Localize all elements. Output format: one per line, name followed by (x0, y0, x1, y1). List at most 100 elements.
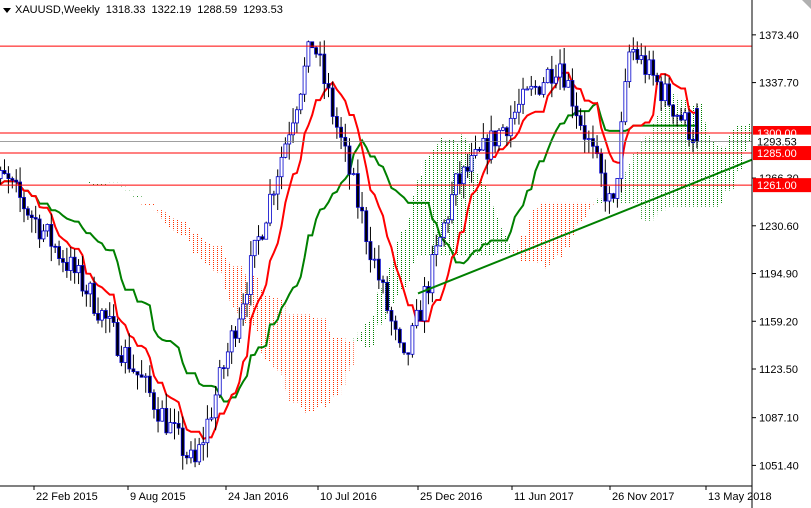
cloud-segment (502, 235, 507, 254)
cloud-segment (440, 138, 445, 256)
candle-body (164, 407, 169, 434)
cloud-segment (153, 210, 159, 213)
price-tick-label: 1087.10 (759, 413, 799, 425)
cloud-segment (199, 237, 204, 260)
cloud-segment (645, 136, 650, 221)
candle-body (501, 127, 505, 131)
cloud-segment (395, 241, 400, 296)
candle-body (381, 279, 385, 283)
candle-body (655, 74, 660, 83)
candle-body (221, 367, 226, 370)
cloud-segment (391, 252, 396, 304)
price-tick-label: 1159.20 (759, 316, 798, 328)
candle-body (541, 82, 546, 95)
cloud-segment (262, 295, 267, 360)
candle-body (326, 83, 331, 89)
cloud-segment (133, 195, 138, 197)
cloud-segment (744, 125, 749, 152)
cloud-segment (353, 337, 358, 342)
candle-body (131, 368, 136, 372)
candle-body (287, 134, 292, 145)
cloud-segment (708, 134, 713, 207)
candle-body (172, 422, 177, 424)
candle-body (481, 138, 486, 151)
cloud-segment (158, 210, 163, 219)
cloud-segment (328, 330, 333, 404)
candle-body (88, 282, 93, 295)
cloud-segment (506, 244, 511, 253)
cloud-segment (459, 134, 464, 256)
cloud-segment (584, 202, 589, 218)
trendline (417, 158, 753, 295)
cloud-segment (510, 250, 515, 255)
time-tick-label: 24 Jan 2016 (228, 491, 289, 503)
cloud-segment (617, 185, 622, 203)
cloud-segment (657, 115, 662, 211)
cloud-segment (285, 314, 290, 391)
candle-body (545, 68, 550, 84)
candle-body (41, 230, 46, 240)
cloud-segment (487, 191, 492, 256)
cloud-segment (145, 203, 150, 206)
candle-body (631, 48, 636, 53)
cloud-segment (491, 206, 496, 256)
candle-body (521, 88, 525, 105)
cloud-segment (215, 246, 220, 273)
candle-body (603, 172, 608, 202)
candle-body (29, 214, 34, 218)
cloud-segment (258, 288, 263, 353)
candle-body (310, 41, 315, 49)
cloud-segment (621, 177, 626, 203)
candle-body (376, 258, 381, 281)
cloud-segment (223, 258, 228, 290)
candle-body (330, 87, 335, 117)
cloud-segment (720, 146, 725, 203)
candle-body (406, 352, 411, 355)
ohlc-low: 1288.59 (197, 4, 238, 16)
candle-body (517, 103, 521, 113)
cloud-segment (416, 180, 421, 256)
candle-body (119, 355, 124, 363)
candle-body (469, 155, 474, 172)
candle-body (643, 55, 648, 75)
candle-body (127, 347, 132, 370)
candle-body (485, 138, 490, 160)
candle-body (123, 347, 128, 363)
candle-body (241, 303, 246, 320)
candle-body (25, 208, 30, 216)
cloud-segment (243, 274, 248, 324)
cloud-segment (597, 198, 602, 203)
candle-body (306, 41, 311, 67)
cloud-segment (432, 150, 437, 256)
candle-body (260, 236, 265, 240)
cloud-segment (101, 184, 106, 186)
cloud-segment (211, 246, 216, 271)
cloud-segment (90, 184, 95, 186)
candle-body (233, 330, 238, 339)
cloud-segment (281, 299, 286, 376)
price-tick-label: 1230.60 (759, 221, 799, 233)
candle-body (402, 342, 406, 354)
tenkan-sen (0, 71, 697, 441)
cloud-segment (444, 140, 449, 256)
cloud-segment (475, 173, 480, 256)
cloud-segment (483, 185, 488, 256)
candle-body (168, 422, 173, 434)
candle-body (76, 265, 81, 274)
level-label: 1285.00 (757, 148, 797, 160)
candle-body (418, 309, 423, 322)
candle-body (659, 81, 664, 102)
dropdown-triangle-icon[interactable] (3, 7, 11, 13)
candle-body (201, 442, 206, 446)
candle-body (96, 313, 100, 321)
cloud-segment (543, 202, 548, 269)
corner-marker-icon (802, 0, 811, 9)
candle-body (549, 68, 554, 84)
cloud-segment (357, 332, 363, 342)
cloud-segment (601, 198, 606, 203)
candle-body (574, 105, 579, 117)
candle-body (368, 241, 373, 261)
candle-body (683, 112, 687, 121)
cloud-segment (370, 314, 375, 346)
